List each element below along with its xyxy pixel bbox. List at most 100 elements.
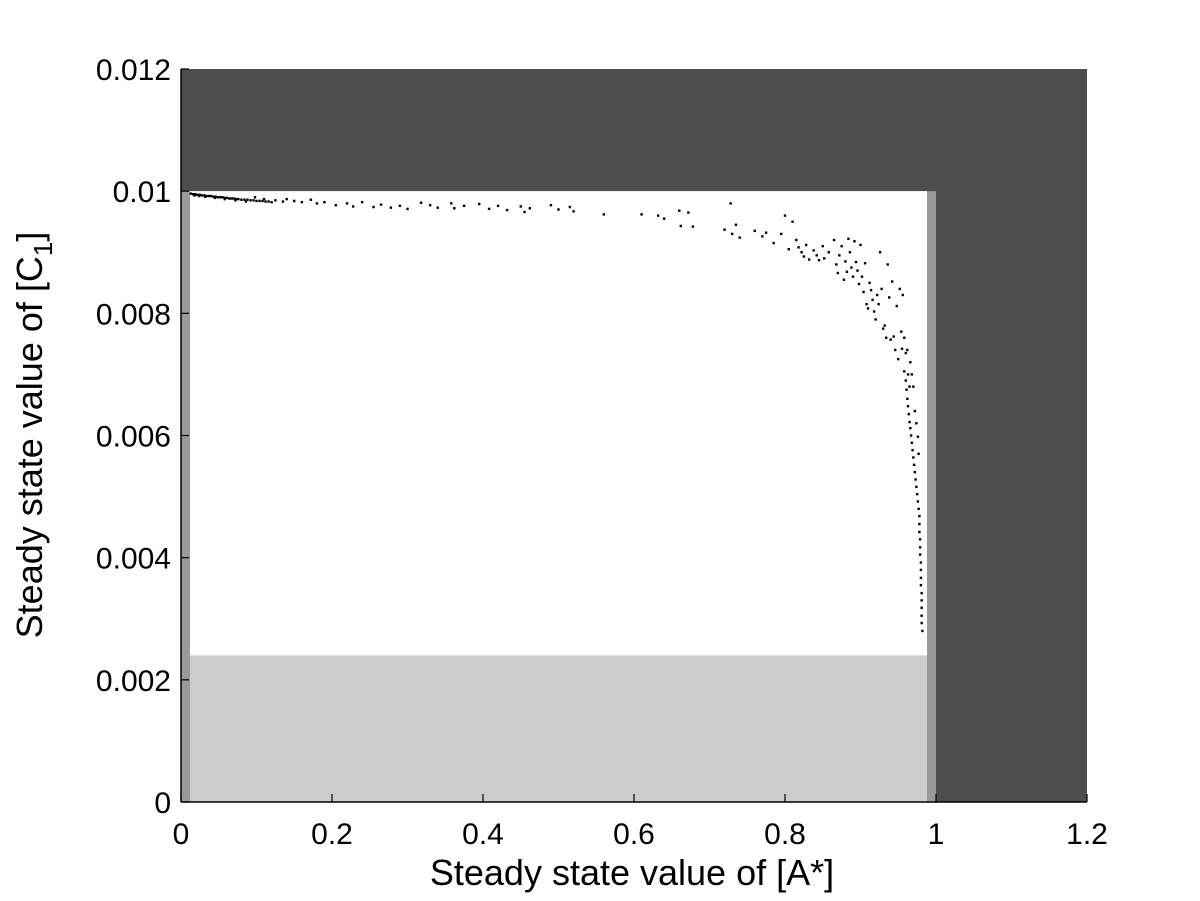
y-tick-label: 0.004 xyxy=(96,543,171,576)
data-point xyxy=(804,243,808,247)
data-point xyxy=(663,217,666,220)
data-point xyxy=(887,296,891,299)
data-point xyxy=(920,606,923,609)
y-tick-label: 0.002 xyxy=(96,665,171,698)
data-point xyxy=(478,202,481,206)
data-point xyxy=(678,209,681,212)
data-point xyxy=(917,452,920,456)
y-ticks: 0 0.002 0.004 0.006 0.008 0.01 0.012 xyxy=(96,54,189,820)
data-point xyxy=(487,207,491,211)
data-point xyxy=(918,530,921,534)
data-point xyxy=(848,251,852,254)
data-point xyxy=(198,193,202,197)
data-point xyxy=(906,397,909,401)
data-point xyxy=(909,426,912,430)
data-point xyxy=(572,210,575,213)
data-point xyxy=(909,361,912,364)
data-point xyxy=(230,197,233,200)
data-point xyxy=(851,275,855,278)
x-tick-label: 0.6 xyxy=(613,818,655,851)
data-point xyxy=(691,225,695,228)
data-point xyxy=(436,206,439,209)
data-point xyxy=(821,244,824,248)
data-point xyxy=(334,204,337,207)
data-point xyxy=(787,247,790,251)
data-point xyxy=(783,214,787,217)
data-point xyxy=(874,318,877,321)
data-point xyxy=(496,204,500,208)
data-point xyxy=(905,388,908,391)
data-point xyxy=(361,200,364,204)
data-point xyxy=(602,213,605,216)
y-tick-label: 0.012 xyxy=(96,54,171,87)
data-point xyxy=(918,514,921,518)
data-point xyxy=(889,338,892,341)
data-point xyxy=(267,200,270,203)
data-point xyxy=(462,204,466,208)
data-point xyxy=(866,307,870,310)
data-point xyxy=(210,194,213,198)
data-point xyxy=(913,409,917,413)
data-point xyxy=(920,599,923,602)
data-point xyxy=(859,243,862,247)
data-point xyxy=(258,199,261,203)
data-point xyxy=(234,197,238,201)
data-point xyxy=(323,200,326,204)
data-point xyxy=(919,583,923,587)
data-point xyxy=(196,193,199,197)
data-point xyxy=(640,213,643,216)
data-point xyxy=(523,210,526,214)
data-point xyxy=(240,198,243,201)
data-point xyxy=(840,244,843,248)
x-tick-label: 0 xyxy=(173,818,190,851)
data-point xyxy=(243,198,246,201)
y-axis-title: Steady state value of [C1] xyxy=(9,232,58,639)
y-tick-label: 0.006 xyxy=(96,421,171,454)
data-point xyxy=(309,198,313,201)
data-point xyxy=(817,258,821,262)
data-point xyxy=(914,478,917,481)
data-point xyxy=(897,357,900,361)
data-point xyxy=(892,335,895,338)
data-point xyxy=(915,485,918,489)
data-point xyxy=(197,194,201,198)
data-point xyxy=(883,324,886,327)
data-point xyxy=(428,204,432,207)
data-point xyxy=(189,192,193,195)
data-point xyxy=(261,199,264,203)
data-point xyxy=(901,293,904,297)
data-point xyxy=(910,441,914,445)
data-point xyxy=(911,448,914,452)
data-point xyxy=(244,200,248,203)
data-point xyxy=(906,348,909,352)
data-point xyxy=(900,330,903,333)
data-point xyxy=(237,197,240,201)
data-point xyxy=(281,200,285,203)
data-point xyxy=(228,197,231,200)
x-tick-label: 1 xyxy=(928,818,945,851)
data-point xyxy=(871,298,874,302)
data-point xyxy=(264,200,267,203)
data-point xyxy=(920,591,923,595)
data-point xyxy=(903,370,906,373)
data-point xyxy=(505,208,509,212)
data-point xyxy=(920,621,923,625)
data-point xyxy=(807,258,811,261)
x-tick-label: 0.8 xyxy=(764,818,806,851)
y-axis-title-close: ] xyxy=(9,232,50,242)
data-point xyxy=(869,288,873,292)
data-point xyxy=(921,629,924,633)
data-point xyxy=(293,199,296,203)
data-point xyxy=(738,236,741,239)
data-point xyxy=(723,228,726,231)
data-point xyxy=(844,260,847,263)
data-point xyxy=(915,422,918,425)
data-point xyxy=(904,379,907,382)
y-tick-label: 0 xyxy=(154,787,171,820)
data-point xyxy=(906,404,910,408)
data-point xyxy=(836,271,840,275)
data-point xyxy=(791,220,794,223)
data-point xyxy=(881,327,885,330)
data-point xyxy=(895,304,898,308)
data-point xyxy=(916,435,920,438)
